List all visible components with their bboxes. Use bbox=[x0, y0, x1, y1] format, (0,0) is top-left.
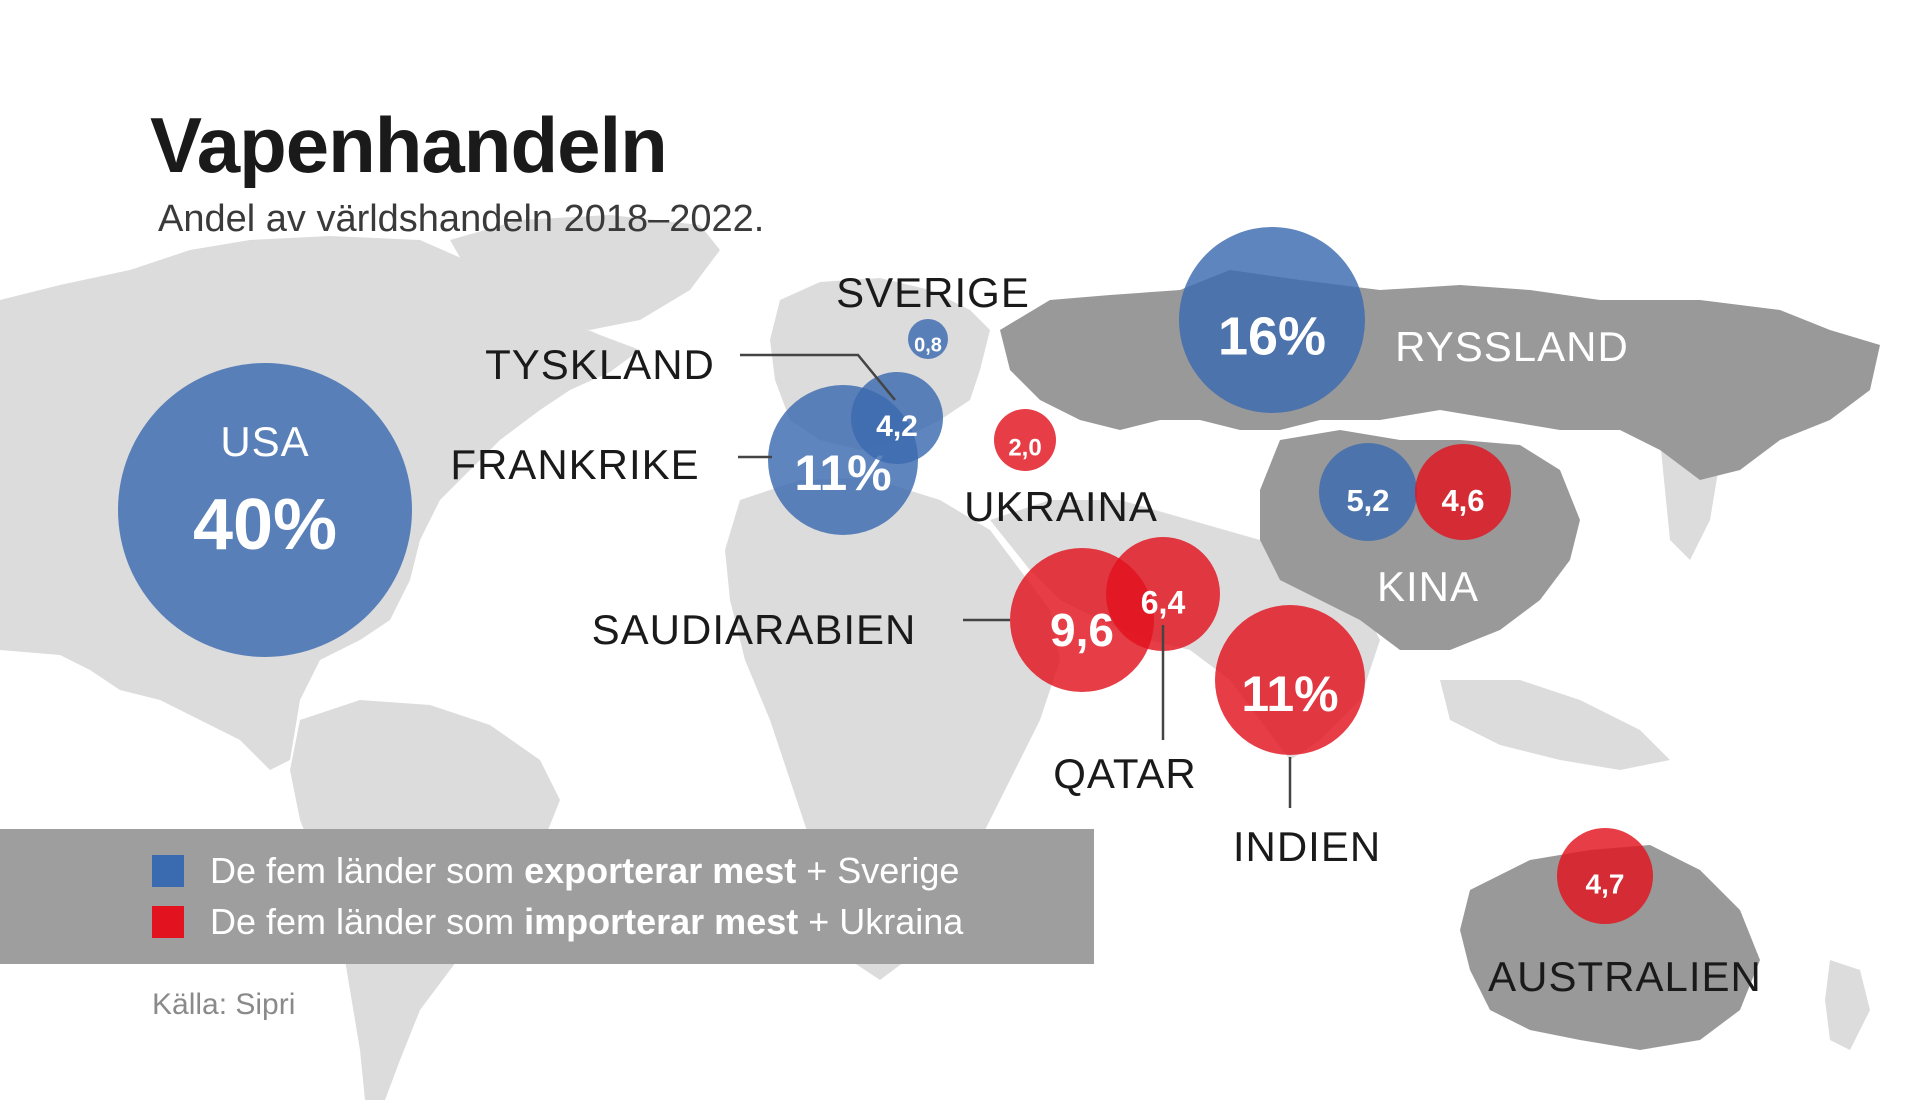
label-layer: RYSSLAND FRANKRIKE KINA TYSKLAND SVERIGE INDI… bbox=[450, 269, 1762, 1000]
label-sverige: SVERIGE bbox=[836, 269, 1030, 316]
value-ukraina-importer: 2,0 bbox=[1008, 434, 1041, 461]
value-usa-exporter: 40% bbox=[193, 485, 337, 565]
page-title: Vapenhandeln bbox=[150, 101, 668, 189]
leader-lines bbox=[738, 353, 1292, 808]
bubble-tyskland-exporter bbox=[851, 372, 943, 464]
value-australien-importer: 4,7 bbox=[1586, 868, 1625, 899]
legend-swatch-blue bbox=[152, 855, 184, 887]
bubble-sverige-exporter bbox=[908, 319, 948, 359]
value-sverige-exporter: 0,8 bbox=[914, 334, 942, 356]
label-australien: AUSTRALIEN bbox=[1488, 953, 1762, 1000]
label-saudiarabien: SAUDIARABIEN bbox=[592, 606, 917, 653]
value-indien-importer: 11% bbox=[1241, 666, 1338, 722]
page-subtitle: Andel av världshandeln 2018–2022. bbox=[158, 198, 765, 240]
label-usa: USA bbox=[220, 418, 309, 465]
label-qatar: QATAR bbox=[1053, 750, 1196, 797]
label-kina: KINA bbox=[1377, 563, 1479, 610]
source-note: Källa: Sipri bbox=[152, 988, 296, 1021]
label-ryssland: RYSSLAND bbox=[1395, 323, 1629, 370]
bubble-ukraina-importer bbox=[994, 409, 1056, 471]
label-indien: INDIEN bbox=[1233, 823, 1381, 870]
legend-item-importers: De fem länder som importerar mest + Ukra… bbox=[152, 901, 964, 942]
value-qatar-importer: 6,4 bbox=[1141, 584, 1186, 620]
bubble-australien-importer bbox=[1557, 828, 1653, 924]
leader-line-tyskland bbox=[740, 353, 896, 401]
bubble-kina-importer bbox=[1415, 444, 1511, 540]
label-ukraina: UKRAINA bbox=[964, 483, 1158, 530]
value-ryssland-exporter: 16% bbox=[1218, 306, 1326, 366]
label-frankrike: FRANKRIKE bbox=[450, 441, 699, 488]
label-tyskland: TYSKLAND bbox=[485, 341, 715, 388]
value-kina-exporter: 5,2 bbox=[1346, 483, 1389, 518]
bubble-ryssland-exporter bbox=[1179, 227, 1365, 413]
bubble-usa-exporter bbox=[118, 363, 412, 657]
legend bbox=[0, 829, 1094, 964]
legend-text-importers: De fem länder som importerar mest + Ukra… bbox=[210, 901, 964, 942]
value-saudiarabien-importer: 9,6 bbox=[1050, 604, 1114, 656]
legend-swatch-red bbox=[152, 906, 184, 938]
bubble-kina-exporter bbox=[1319, 443, 1417, 541]
bubble-indien-importer bbox=[1215, 605, 1365, 755]
legend-item-exporters: De fem länder som exporterar mest + Sver… bbox=[152, 850, 960, 891]
bubble-qatar-importer bbox=[1106, 537, 1220, 651]
value-kina-importer: 4,6 bbox=[1441, 483, 1484, 518]
value-tyskland-exporter: 4,2 bbox=[876, 410, 918, 443]
legend-text-exporters: De fem länder som exporterar mest + Sver… bbox=[210, 850, 960, 891]
